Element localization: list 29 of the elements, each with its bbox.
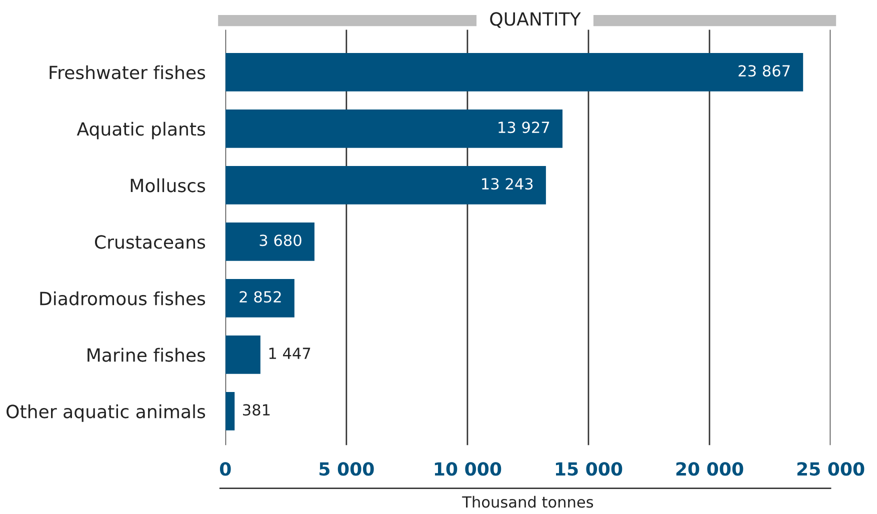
x-tick-label: 20 000 <box>676 462 744 476</box>
y-tick-label: Crustaceans <box>94 235 206 249</box>
data-label: 381 <box>243 404 270 416</box>
data-label: 3 680 <box>260 234 302 246</box>
data-label: 13 243 <box>482 178 533 190</box>
data-label: 23 867 <box>738 65 790 77</box>
data-label: 1 447 <box>269 348 310 359</box>
y-tick-label: Freshwater fishes <box>50 65 206 80</box>
x-tick-label: 25 000 <box>797 462 864 476</box>
bar <box>225 166 546 204</box>
bar <box>225 222 314 261</box>
bar <box>225 392 235 430</box>
data-label: 2 852 <box>240 291 281 303</box>
y-tick-label: Marine fishes <box>88 348 206 362</box>
y-tick-label: Molluscs <box>130 178 206 192</box>
y-tick-label: Aquatic plants <box>76 122 206 140</box>
x-axis-title: Thousand tonnes <box>462 496 594 508</box>
x-tick-label: 5 000 <box>320 462 374 476</box>
x-tick-label: 15 000 <box>556 462 622 476</box>
x-tick-label: 0 <box>220 462 231 476</box>
chart-title: QUANTITY <box>490 12 581 28</box>
y-tick-label: Other aquatic animals <box>6 404 206 422</box>
bar <box>225 109 562 148</box>
x-tick-label: 10 000 <box>434 462 502 476</box>
y-tick-label: Diadromous fishes <box>40 291 206 306</box>
data-label: 13 927 <box>498 122 550 134</box>
bar <box>225 279 294 318</box>
bar <box>225 52 804 92</box>
bar <box>225 336 260 374</box>
